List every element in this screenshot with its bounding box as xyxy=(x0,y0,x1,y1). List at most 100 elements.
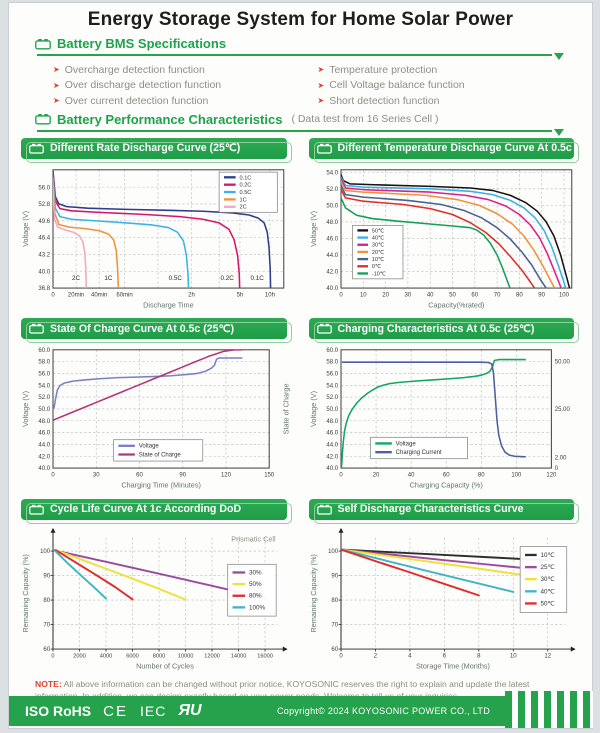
svg-text:2: 2 xyxy=(373,653,377,659)
copyright-text: Copyright© 2024 KOYOSONIC POWER CO., LTD xyxy=(276,706,490,716)
svg-text:100%: 100% xyxy=(249,604,266,611)
svg-text:0.1C: 0.1C xyxy=(240,175,252,181)
chart-panel-header: Different Rate Discharge Curve (25℃) xyxy=(21,137,291,163)
svg-text:43.2: 43.2 xyxy=(38,252,50,258)
chart-panel-temperature-discharge: Different Temperature Discharge Curve At… xyxy=(308,137,581,310)
svg-text:90: 90 xyxy=(179,472,186,478)
note-label: NOTE: xyxy=(35,678,62,689)
svg-text:Storage Time (Months): Storage Time (Months) xyxy=(416,661,490,670)
svg-text:60: 60 xyxy=(43,647,50,653)
svg-text:80: 80 xyxy=(516,292,523,298)
chart-canvas-self-discharge: 0 2 4 6 8 10 12 60 70 80 90 100 10℃ 25℃ 30℃ 40℃ 50℃ Stora… xyxy=(309,524,581,671)
section-bms-title: Battery BMS Specifications xyxy=(57,36,227,51)
svg-text:42.0: 42.0 xyxy=(326,269,338,275)
svg-text:6000: 6000 xyxy=(126,653,138,659)
svg-text:0: 0 xyxy=(554,466,558,472)
svg-text:-10℃: -10℃ xyxy=(371,271,385,277)
svg-text:4000: 4000 xyxy=(100,653,112,659)
svg-text:50%: 50% xyxy=(249,581,262,588)
svg-text:25.00: 25.00 xyxy=(554,407,570,413)
svg-text:60min: 60min xyxy=(116,292,132,298)
charts-grid: Different Rate Discharge Curve (25℃) 0 20… xyxy=(9,134,592,671)
svg-text:54.0: 54.0 xyxy=(38,384,50,390)
svg-text:10000: 10000 xyxy=(178,653,194,659)
svg-text:70: 70 xyxy=(43,622,50,628)
battery-icon xyxy=(35,114,51,125)
battery-icon xyxy=(29,323,44,334)
svg-text:49.6: 49.6 xyxy=(38,219,50,225)
ce-mark-icon: CE xyxy=(103,702,128,720)
svg-text:2h: 2h xyxy=(188,292,195,298)
section-performance-subtitle: ( Data test from 16 Series Cell ) xyxy=(291,113,439,126)
chart-canvas-temperature-discharge: 0 10 20 30 40 50 60 70 80 90 100 40.0 42.0 44.0 46.0 48… xyxy=(309,163,581,310)
svg-text:30℃: 30℃ xyxy=(371,242,383,248)
svg-text:36.8: 36.8 xyxy=(38,286,50,292)
svg-text:25℃: 25℃ xyxy=(540,564,554,571)
svg-text:5h: 5h xyxy=(237,292,244,298)
svg-text:10: 10 xyxy=(509,653,516,659)
section-performance-title: Battery Performance Characteristics xyxy=(57,111,283,127)
svg-text:0.1C: 0.1C xyxy=(251,275,265,282)
battery-icon xyxy=(316,323,332,334)
list-item: Over current detection function xyxy=(53,93,318,109)
svg-text:40℃: 40℃ xyxy=(540,588,554,595)
svg-text:2.00: 2.00 xyxy=(554,456,566,462)
svg-text:14000: 14000 xyxy=(231,653,247,659)
svg-text:52.0: 52.0 xyxy=(326,395,338,401)
chart-canvas-cycle-life: 0 2000 4000 6000 8000 10000 12000 14000 16000 60 7… xyxy=(21,524,293,671)
svg-text:58.0: 58.0 xyxy=(38,360,50,366)
battery-icon xyxy=(316,143,332,154)
svg-text:30: 30 xyxy=(404,292,411,298)
chart-panel-charging-characteristics: Charging Characteristics At 0.5c (25℃) 0… xyxy=(308,318,581,490)
svg-text:Remaining Capacity (%): Remaining Capacity (%) xyxy=(309,554,318,632)
svg-text:60: 60 xyxy=(331,647,338,653)
list-item: Over discharge detection function xyxy=(53,78,318,94)
svg-text:52.0: 52.0 xyxy=(38,395,50,401)
svg-text:50.0: 50.0 xyxy=(326,203,338,209)
svg-text:60.0: 60.0 xyxy=(326,348,338,354)
footer: ISO RoHS CE IEC ЯU Copyright© 2024 KOYOS… xyxy=(9,691,593,728)
svg-text:Number of Cycles: Number of Cycles xyxy=(136,661,194,670)
svg-text:0.2C: 0.2C xyxy=(221,275,235,282)
svg-text:60.0: 60.0 xyxy=(38,348,50,354)
svg-text:40min: 40min xyxy=(91,292,107,298)
svg-text:48.0: 48.0 xyxy=(326,220,338,226)
svg-text:100: 100 xyxy=(40,549,51,555)
svg-text:State of Charge: State of Charge xyxy=(139,453,182,459)
svg-text:20min: 20min xyxy=(68,292,84,298)
svg-text:70: 70 xyxy=(331,622,338,628)
svg-text:Prismatic Cell: Prismatic Cell xyxy=(231,534,276,543)
svg-text:10h: 10h xyxy=(265,292,275,298)
iso-rohs-logo: ISO RoHS xyxy=(25,703,92,719)
svg-text:52.0: 52.0 xyxy=(326,187,338,193)
svg-text:40.0: 40.0 xyxy=(38,269,50,275)
chart-panel-self-discharge: Self Discharge Characteristics Curve 0 2 4… xyxy=(308,498,581,671)
svg-text:Charging Capacity (%): Charging Capacity (%) xyxy=(409,481,482,490)
svg-text:46.0: 46.0 xyxy=(326,431,338,437)
svg-text:40.0: 40.0 xyxy=(38,466,50,472)
svg-text:30: 30 xyxy=(93,472,100,478)
svg-text:90: 90 xyxy=(43,573,50,579)
chart-title: Charging Characteristics At 0.5c (25℃) xyxy=(337,322,535,335)
svg-text:Voltage: Voltage xyxy=(139,444,160,450)
svg-text:80: 80 xyxy=(43,598,50,604)
chart-panel-state-of-charge: State Of Charge Curve At 0.5c (25℃) 0 30 6… xyxy=(21,318,293,490)
battery-icon xyxy=(29,504,44,515)
svg-text:46.0: 46.0 xyxy=(326,236,338,242)
svg-text:80: 80 xyxy=(331,598,338,604)
svg-text:58.0: 58.0 xyxy=(326,360,338,366)
svg-text:90: 90 xyxy=(331,573,338,579)
svg-text:Voltage (V): Voltage (V) xyxy=(21,391,30,427)
chart-title: Different Rate Discharge Curve (25℃) xyxy=(50,142,241,155)
svg-text:60: 60 xyxy=(136,472,143,478)
svg-text:46.4: 46.4 xyxy=(38,235,50,241)
svg-text:0.5C: 0.5C xyxy=(169,275,183,282)
chart-title: Self Discharge Characteristics Curve xyxy=(337,503,524,515)
datasheet-page: Energy Storage System for Home Solar Pow… xyxy=(8,2,593,729)
certification-bar: ISO RoHS CE IEC ЯU Copyright© 2024 KOYOS… xyxy=(9,696,506,726)
svg-text:12: 12 xyxy=(544,653,551,659)
svg-text:44.0: 44.0 xyxy=(326,253,338,259)
svg-text:2C: 2C xyxy=(72,275,81,282)
svg-text:46.0: 46.0 xyxy=(38,431,50,437)
divider-rule xyxy=(37,54,552,56)
